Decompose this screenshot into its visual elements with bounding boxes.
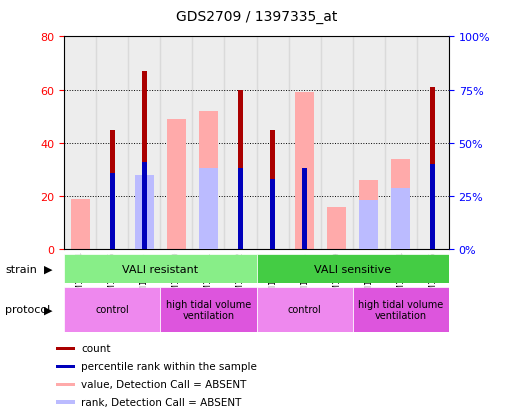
Text: GDS2709 / 1397335_at: GDS2709 / 1397335_at bbox=[176, 10, 337, 24]
Text: strain: strain bbox=[5, 264, 37, 274]
Bar bbox=[430, 165, 435, 250]
Bar bbox=[385, 37, 417, 250]
Bar bbox=[353, 37, 385, 250]
Bar bbox=[270, 130, 275, 250]
Bar bbox=[56, 347, 75, 350]
Bar bbox=[391, 188, 410, 250]
Bar bbox=[359, 181, 378, 250]
Text: VALI resistant: VALI resistant bbox=[122, 264, 199, 274]
Text: ▶: ▶ bbox=[44, 305, 52, 315]
Bar bbox=[256, 255, 449, 283]
Bar bbox=[321, 37, 353, 250]
Bar bbox=[110, 130, 114, 250]
Bar bbox=[359, 201, 378, 250]
Bar bbox=[391, 159, 410, 250]
Bar bbox=[160, 287, 256, 332]
Text: rank, Detection Call = ABSENT: rank, Detection Call = ABSENT bbox=[81, 397, 242, 407]
Bar bbox=[134, 176, 154, 250]
Bar bbox=[417, 37, 449, 250]
Text: high tidal volume
ventilation: high tidal volume ventilation bbox=[358, 299, 443, 320]
Bar bbox=[192, 37, 225, 250]
Bar bbox=[142, 163, 147, 250]
Bar bbox=[199, 112, 218, 250]
Bar bbox=[327, 207, 346, 250]
Bar bbox=[238, 90, 243, 250]
Bar bbox=[256, 287, 353, 332]
Bar bbox=[295, 93, 314, 250]
Bar bbox=[353, 287, 449, 332]
Bar bbox=[70, 199, 90, 250]
Text: control: control bbox=[288, 305, 322, 315]
Bar bbox=[64, 287, 160, 332]
Bar bbox=[199, 169, 218, 250]
Bar bbox=[288, 37, 321, 250]
Bar bbox=[56, 382, 75, 386]
Text: high tidal volume
ventilation: high tidal volume ventilation bbox=[166, 299, 251, 320]
Text: percentile rank within the sample: percentile rank within the sample bbox=[81, 361, 257, 371]
Bar bbox=[167, 120, 186, 250]
Text: protocol: protocol bbox=[5, 305, 50, 315]
Text: count: count bbox=[81, 344, 111, 354]
Text: control: control bbox=[95, 305, 129, 315]
Bar bbox=[270, 180, 275, 250]
Bar bbox=[256, 37, 288, 250]
Bar bbox=[430, 88, 435, 250]
Bar bbox=[160, 37, 192, 250]
Text: VALI sensitive: VALI sensitive bbox=[314, 264, 391, 274]
Bar bbox=[142, 72, 147, 250]
Bar bbox=[64, 255, 256, 283]
Bar bbox=[238, 169, 243, 250]
Bar bbox=[96, 37, 128, 250]
Bar bbox=[110, 173, 114, 250]
Text: ▶: ▶ bbox=[44, 264, 52, 274]
Bar bbox=[225, 37, 256, 250]
Bar bbox=[64, 37, 96, 250]
Bar bbox=[56, 365, 75, 368]
Bar bbox=[56, 401, 75, 404]
Text: value, Detection Call = ABSENT: value, Detection Call = ABSENT bbox=[81, 379, 246, 389]
Bar bbox=[128, 37, 160, 250]
Bar bbox=[302, 169, 307, 250]
